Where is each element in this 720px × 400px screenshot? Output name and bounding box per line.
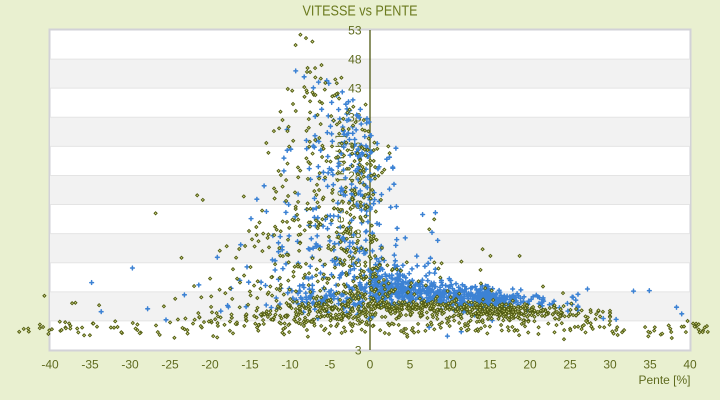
svg-text:5: 5 [407, 358, 414, 372]
svg-text:15: 15 [483, 358, 497, 372]
svg-text:-15: -15 [241, 358, 259, 372]
svg-text:10: 10 [443, 358, 457, 372]
svg-text:48: 48 [348, 53, 362, 67]
svg-text:25: 25 [563, 358, 577, 372]
svg-text:-30: -30 [121, 358, 139, 372]
svg-text:35: 35 [643, 358, 657, 372]
svg-text:-10: -10 [281, 358, 299, 372]
svg-text:0: 0 [367, 358, 374, 372]
svg-text:53: 53 [348, 23, 362, 37]
svg-text:30: 30 [603, 358, 617, 372]
svg-text:40: 40 [683, 358, 697, 372]
svg-text:-5: -5 [325, 358, 336, 372]
svg-text:43: 43 [348, 82, 362, 96]
svg-text:VITESSE vs PENTE: VITESSE vs PENTE [303, 2, 418, 19]
svg-text:-35: -35 [81, 358, 99, 372]
svg-text:18: 18 [348, 227, 362, 241]
svg-text:3: 3 [355, 344, 362, 358]
svg-text:-20: -20 [201, 358, 219, 372]
svg-text:Pente [%]: Pente [%] [638, 373, 690, 387]
svg-text:20: 20 [523, 358, 537, 372]
svg-text:-25: -25 [161, 358, 179, 372]
svg-text:-40: -40 [41, 358, 59, 372]
